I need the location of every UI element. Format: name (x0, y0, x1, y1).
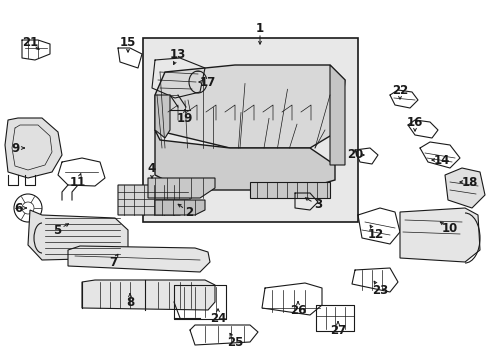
Text: 5: 5 (53, 224, 61, 237)
Text: 25: 25 (226, 336, 243, 348)
Text: 21: 21 (22, 36, 38, 49)
Text: 20: 20 (346, 148, 363, 162)
Text: 22: 22 (391, 84, 407, 96)
Polygon shape (28, 210, 128, 260)
Text: 26: 26 (289, 303, 305, 316)
Polygon shape (399, 208, 479, 262)
Polygon shape (249, 182, 329, 198)
Polygon shape (155, 130, 334, 190)
Polygon shape (329, 65, 345, 165)
Text: 11: 11 (70, 175, 86, 189)
Polygon shape (155, 200, 204, 215)
Polygon shape (118, 185, 190, 215)
Text: 3: 3 (313, 198, 322, 211)
Text: 17: 17 (200, 76, 216, 89)
Text: 23: 23 (371, 284, 387, 297)
Text: 2: 2 (184, 206, 193, 219)
Text: 13: 13 (169, 49, 186, 62)
Text: 16: 16 (406, 116, 422, 129)
Text: 8: 8 (125, 296, 134, 309)
Text: 19: 19 (177, 112, 193, 125)
Polygon shape (148, 178, 215, 198)
Polygon shape (444, 168, 484, 208)
Polygon shape (82, 280, 215, 310)
Polygon shape (155, 65, 345, 148)
Polygon shape (68, 246, 209, 272)
Polygon shape (155, 95, 170, 138)
Text: 18: 18 (461, 175, 477, 189)
Bar (142, 38, 357, 222)
Text: 24: 24 (209, 311, 226, 324)
Polygon shape (5, 118, 62, 178)
Text: 6: 6 (14, 202, 22, 215)
Text: 27: 27 (329, 324, 346, 337)
Text: 12: 12 (367, 228, 384, 240)
Text: 4: 4 (147, 162, 156, 175)
Text: 7: 7 (109, 256, 117, 269)
Text: 10: 10 (441, 221, 457, 234)
Text: 14: 14 (433, 153, 449, 166)
Text: 9: 9 (12, 141, 20, 154)
Text: 1: 1 (255, 22, 264, 35)
Text: 15: 15 (120, 36, 136, 49)
